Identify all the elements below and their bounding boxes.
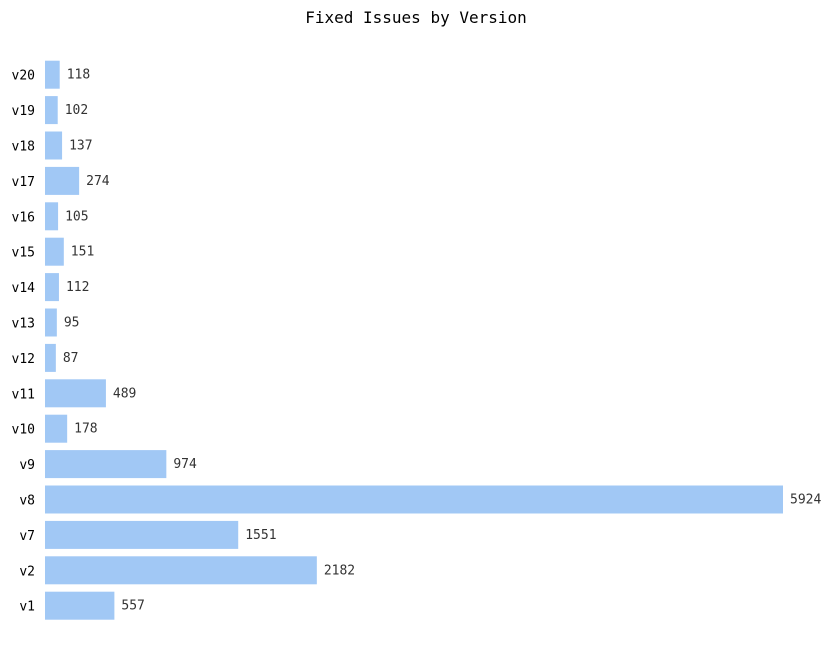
tick-label-v13: v13 bbox=[12, 317, 35, 332]
data-label-v19: 102 bbox=[65, 103, 88, 118]
tick-label-v17: v17 bbox=[12, 175, 35, 190]
chart-title: Fixed Issues by Version bbox=[305, 8, 527, 27]
bar-v7 bbox=[45, 520, 239, 549]
bar-v18 bbox=[45, 131, 63, 160]
tick-label-v7: v7 bbox=[19, 529, 35, 544]
data-label-v12: 87 bbox=[63, 351, 79, 366]
bar-v10 bbox=[45, 414, 68, 443]
tick-label-v16: v16 bbox=[12, 210, 35, 225]
data-label-v18: 137 bbox=[69, 139, 92, 154]
bar-v19 bbox=[45, 96, 58, 125]
bar-v20 bbox=[45, 60, 60, 89]
bar-v15 bbox=[45, 237, 64, 266]
data-label-v8: 5924 bbox=[790, 493, 821, 508]
bar-v17 bbox=[45, 166, 80, 195]
bar-v8 bbox=[45, 485, 783, 514]
tick-label-v10: v10 bbox=[12, 423, 35, 438]
bar-v14 bbox=[45, 273, 59, 302]
tick-label-v15: v15 bbox=[12, 246, 35, 261]
bar-v1 bbox=[45, 591, 115, 620]
data-label-v7: 1551 bbox=[245, 528, 276, 543]
tick-label-v12: v12 bbox=[12, 352, 35, 367]
bar-v2 bbox=[45, 556, 317, 585]
tick-label-v14: v14 bbox=[12, 281, 36, 296]
data-label-v2: 2182 bbox=[324, 563, 355, 578]
tick-label-v11: v11 bbox=[12, 387, 35, 402]
data-label-v9: 974 bbox=[173, 457, 197, 472]
tick-label-v18: v18 bbox=[12, 140, 35, 155]
data-label-v16: 105 bbox=[65, 209, 88, 224]
bar-v12 bbox=[45, 343, 56, 372]
data-label-v15: 151 bbox=[71, 245, 94, 260]
tick-label-v20: v20 bbox=[12, 69, 35, 84]
data-label-v14: 112 bbox=[66, 280, 89, 295]
data-label-v17: 274 bbox=[86, 174, 110, 189]
tick-label-v2: v2 bbox=[19, 564, 35, 579]
tick-label-v1: v1 bbox=[19, 600, 35, 615]
data-label-v1: 557 bbox=[121, 599, 144, 614]
tick-label-v8: v8 bbox=[19, 494, 35, 509]
data-label-v20: 118 bbox=[67, 68, 90, 83]
bar-v11 bbox=[45, 379, 106, 408]
data-label-v10: 178 bbox=[74, 422, 97, 437]
tick-label-v9: v9 bbox=[19, 458, 35, 473]
bar-v16 bbox=[45, 202, 59, 231]
bar-v9 bbox=[45, 450, 167, 479]
tick-label-v19: v19 bbox=[12, 104, 35, 119]
data-label-v11: 489 bbox=[113, 386, 136, 401]
bar-v13 bbox=[45, 308, 57, 337]
data-label-v13: 95 bbox=[64, 316, 80, 331]
